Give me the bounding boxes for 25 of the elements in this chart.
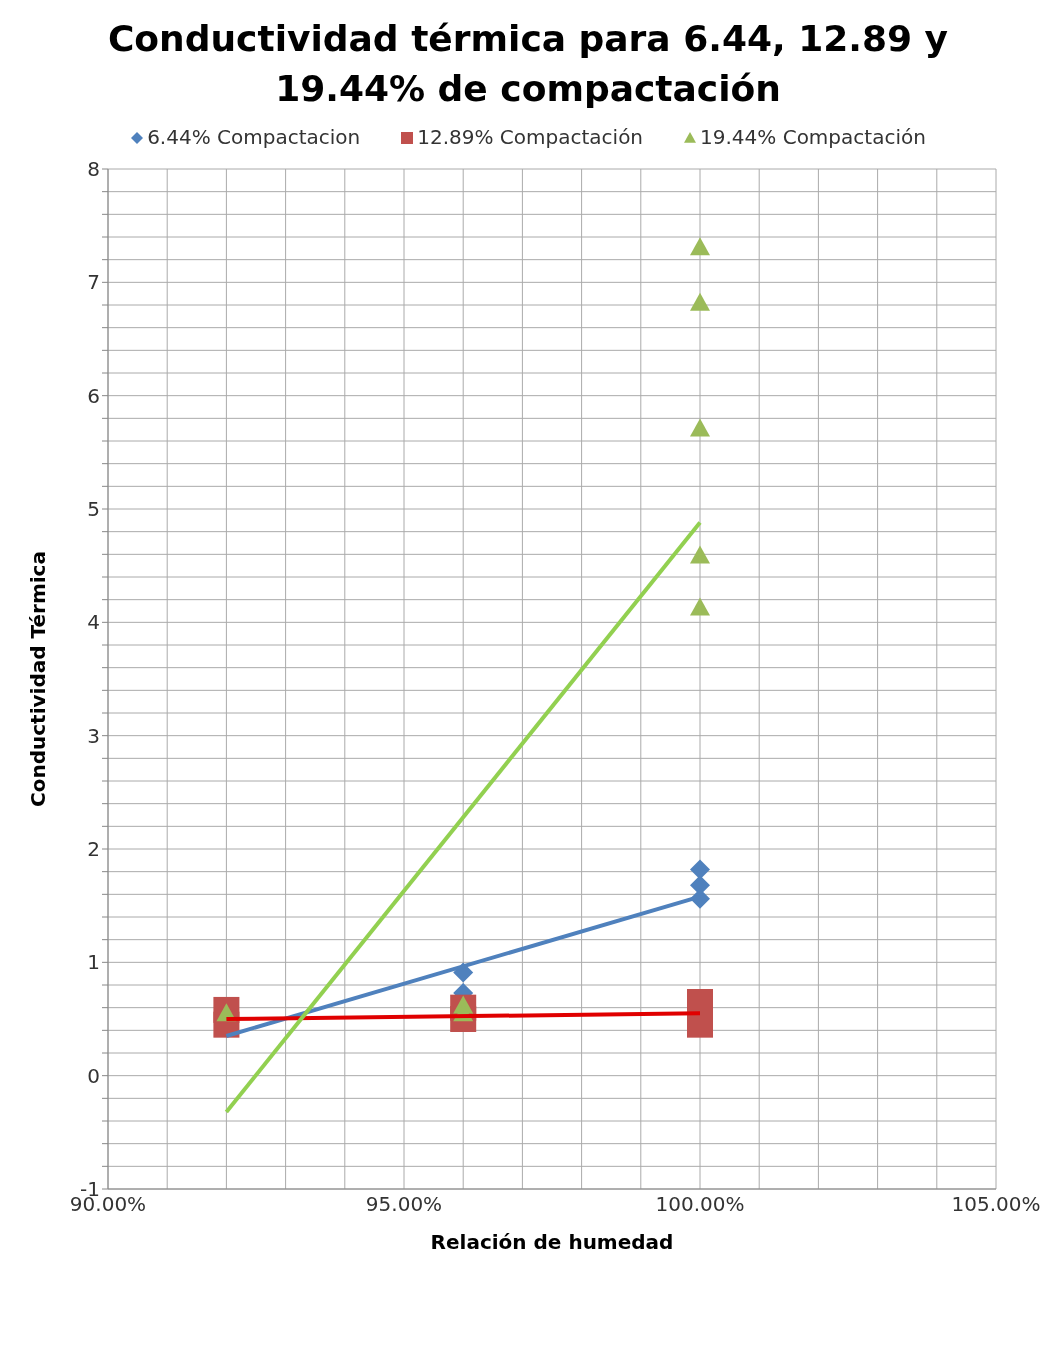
- y-axis-title: Conductividad Térmica: [26, 550, 51, 807]
- legend-label: 19.44% Compactación: [699, 124, 926, 149]
- point: [690, 545, 710, 564]
- y-tick-label: 2: [87, 836, 100, 861]
- point: [690, 236, 710, 255]
- point: [690, 418, 710, 437]
- y-tick-label: 8: [87, 156, 100, 181]
- point: [690, 597, 710, 616]
- chart-title: Conductividad térmica para 6.44, 12.89 y 19.44% de compactación: [106, 17, 950, 112]
- y-tick-label: 3: [87, 723, 100, 748]
- y-tick-label: 7: [87, 270, 100, 295]
- point: [687, 988, 713, 1015]
- y-tick-label: 1: [87, 950, 100, 975]
- x-tick-label: 105.00%: [951, 1191, 1041, 1216]
- y-tick-label: 4: [87, 610, 100, 635]
- x-axis-title: Relación de humedad: [430, 1229, 674, 1254]
- point: [690, 292, 710, 311]
- y-tick-label: 6: [87, 383, 100, 408]
- y-tick-label: 0: [87, 1063, 100, 1088]
- legend-label: 12.89% Compactación: [416, 124, 644, 149]
- y-tick-label: 5: [87, 496, 100, 521]
- x-tick-label: 100.00%: [655, 1191, 745, 1216]
- legend-label: 6.44% Compactacion: [146, 124, 361, 149]
- point: [690, 859, 710, 880]
- x-tick-label: 95.00%: [365, 1191, 443, 1216]
